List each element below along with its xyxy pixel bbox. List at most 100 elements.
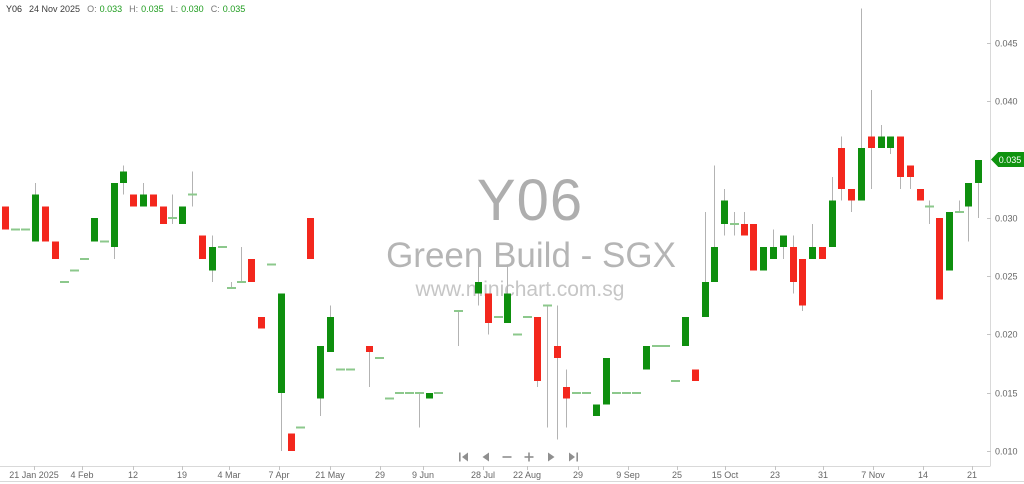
candle-body bbox=[897, 136, 904, 178]
x-axis-label: 14 bbox=[918, 470, 928, 480]
last-price-badge: 0.035 bbox=[991, 152, 1024, 167]
candle-body bbox=[179, 206, 186, 224]
high-value: 0.035 bbox=[141, 4, 164, 14]
candle-doji-dash bbox=[218, 246, 227, 249]
candle-doji-dash bbox=[405, 391, 414, 394]
candle-body bbox=[111, 183, 118, 248]
candle-body bbox=[42, 206, 49, 242]
candle-body bbox=[209, 247, 216, 271]
y-axis-label: 0.010 bbox=[995, 447, 1018, 457]
candle-body bbox=[878, 136, 885, 149]
step-forward-button[interactable] bbox=[544, 451, 558, 463]
candle-body bbox=[741, 223, 748, 236]
x-axis-label: 12 bbox=[128, 470, 138, 480]
candle-body bbox=[799, 258, 806, 306]
open-label: O: bbox=[87, 4, 97, 14]
ticker-open: O: 0.033 bbox=[87, 4, 122, 14]
candle-doji-dash bbox=[60, 281, 69, 284]
x-axis-label: 28 Jul bbox=[471, 470, 495, 480]
low-label: L: bbox=[170, 4, 179, 14]
candle-doji-dash bbox=[11, 228, 20, 231]
step-back-icon bbox=[481, 452, 490, 462]
candle-doji-dash bbox=[632, 391, 641, 394]
candle-doji-dash bbox=[523, 316, 532, 319]
candle-doji-dash bbox=[296, 426, 305, 429]
candle-body bbox=[160, 206, 167, 224]
close-label: C: bbox=[210, 4, 220, 14]
high-label: H: bbox=[129, 4, 139, 14]
candle-body bbox=[199, 235, 206, 259]
y-axis-label: 0.040 bbox=[995, 97, 1018, 107]
x-axis-label: 15 Oct bbox=[712, 470, 739, 480]
chart-nav-controls bbox=[456, 451, 580, 463]
candle-doji-dash bbox=[168, 217, 177, 219]
candle-body bbox=[130, 194, 137, 207]
zoom-out-button[interactable] bbox=[500, 451, 514, 463]
candle-body bbox=[278, 293, 285, 393]
candle-body bbox=[917, 188, 924, 201]
candle-doji-dash bbox=[652, 345, 661, 348]
skip-to-end-button[interactable] bbox=[566, 451, 580, 463]
candle-body bbox=[780, 235, 787, 248]
plus-icon bbox=[524, 452, 534, 462]
candle-doji-dash bbox=[925, 205, 934, 208]
y-axis-label: 0.025 bbox=[995, 272, 1018, 282]
candle-body bbox=[534, 317, 541, 382]
candle-doji-dash bbox=[385, 397, 394, 400]
candle-body bbox=[858, 148, 865, 201]
candle-doji-dash bbox=[454, 310, 463, 313]
candle-doji-dash bbox=[267, 263, 276, 266]
candle-body bbox=[317, 346, 324, 399]
skip-to-start-icon bbox=[458, 452, 469, 462]
x-axis-label: 4 Mar bbox=[217, 470, 240, 480]
candle-body bbox=[32, 194, 39, 242]
candle-body bbox=[936, 218, 943, 300]
candle-doji-dash bbox=[671, 380, 680, 383]
ticker-date: 24 Nov 2025 bbox=[29, 4, 81, 14]
open-value: 0.033 bbox=[99, 4, 123, 14]
candle-doji-dash bbox=[494, 316, 503, 319]
skip-to-end-icon bbox=[568, 452, 579, 462]
candle-doji-dash bbox=[80, 257, 89, 260]
skip-to-start-button[interactable] bbox=[456, 451, 470, 463]
ticker-symbol: Y06 bbox=[6, 4, 23, 14]
y-axis-label: 0.020 bbox=[995, 330, 1018, 340]
candle-body bbox=[485, 293, 492, 323]
candle-doji-dash bbox=[70, 269, 79, 272]
candle-body bbox=[848, 188, 855, 201]
candle-body bbox=[52, 241, 59, 259]
x-axis-label: 22 Aug bbox=[513, 470, 541, 480]
candle-body bbox=[965, 183, 972, 207]
x-axis-label: 19 bbox=[177, 470, 187, 480]
candle-body bbox=[946, 212, 953, 271]
ticker-bar: Y06 24 Nov 2025 O: 0.033 H: 0.035 L: 0.0… bbox=[6, 4, 245, 14]
step-back-button[interactable] bbox=[478, 451, 492, 463]
ticker-high: H: 0.035 bbox=[129, 4, 164, 14]
candle-body bbox=[643, 346, 650, 370]
ticker-close: C: 0.035 bbox=[211, 4, 246, 14]
candle-doji-dash bbox=[543, 304, 552, 307]
candle-body bbox=[702, 282, 709, 318]
candle-body bbox=[838, 148, 845, 189]
candle-body bbox=[248, 258, 255, 283]
candle-body bbox=[288, 433, 295, 451]
candle-doji-dash bbox=[572, 391, 581, 394]
candle-body bbox=[721, 200, 728, 224]
candle-body bbox=[692, 369, 699, 382]
y-axis-label: 0.045 bbox=[995, 39, 1018, 49]
candle-body bbox=[554, 346, 561, 358]
candle-doji-dash bbox=[375, 356, 384, 359]
x-axis-label: 21 bbox=[967, 470, 977, 480]
candle-body bbox=[504, 293, 511, 323]
candle-body bbox=[887, 136, 894, 149]
x-axis-label: 7 Apr bbox=[268, 470, 289, 480]
candle-doji-dash bbox=[237, 281, 246, 284]
candle-body bbox=[819, 247, 826, 259]
candle-body bbox=[682, 317, 689, 347]
x-axis-label: 25 bbox=[672, 470, 682, 480]
x-axis-label: 29 bbox=[573, 470, 583, 480]
candle-doji-dash bbox=[21, 228, 30, 231]
zoom-in-button[interactable] bbox=[522, 451, 536, 463]
